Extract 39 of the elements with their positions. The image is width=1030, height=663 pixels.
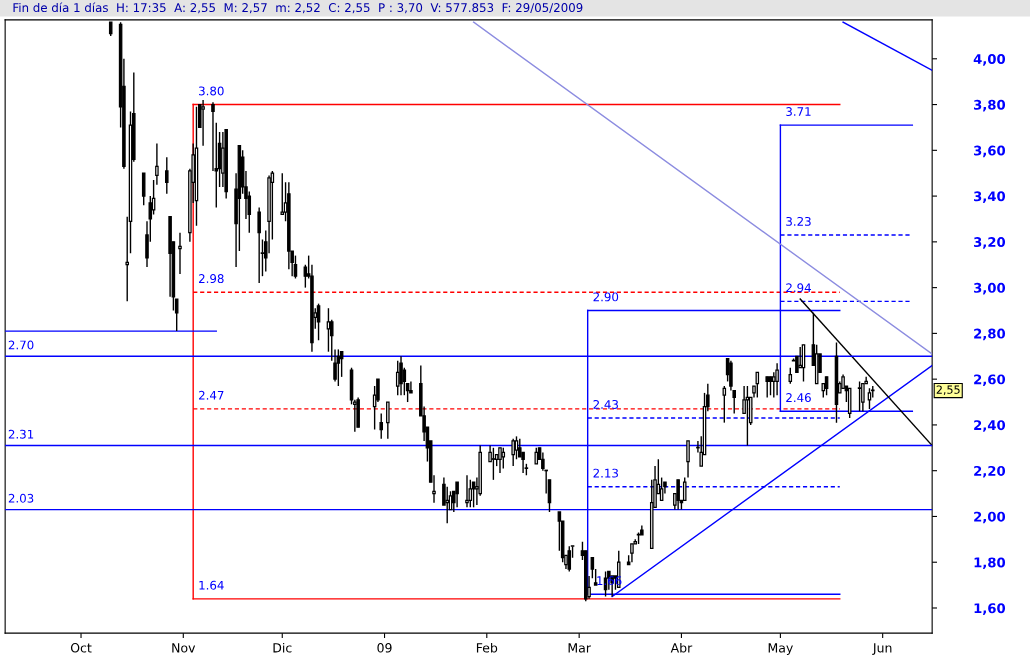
y-tick-label: 2,40 xyxy=(974,420,1006,432)
x-tick-label: Nov xyxy=(172,643,196,653)
annotation: 2.13 xyxy=(593,468,618,478)
y-tick-label: 1,60 xyxy=(974,603,1006,615)
x-tick-label: Oct xyxy=(70,643,92,653)
chart-title: Fin de día 1 días H: 17:35 A: 2,55 M: 2,57 m: 2,52 C: 2,55 P : 3,70 V: 577.853 F: 29/05/2009 xyxy=(13,2,583,14)
annotation: 2.47 xyxy=(199,390,224,400)
y-tick-label: 1,80 xyxy=(974,557,1006,570)
annotation: 2.98 xyxy=(199,274,224,284)
y-tick-label: 2,60 xyxy=(974,374,1006,387)
annotation: 3.71 xyxy=(786,107,811,116)
annotation: 2.46 xyxy=(786,393,811,403)
y-tick-label: 3,60 xyxy=(974,145,1006,158)
y-tick-label: 3,00 xyxy=(974,282,1006,295)
x-tick-label: Jun xyxy=(872,643,892,655)
x-tick-label: 09 xyxy=(377,643,392,653)
annotation: 1.64 xyxy=(199,580,224,590)
x-tick-label: Dic xyxy=(273,642,292,653)
y-tick-label: 3,80 xyxy=(974,99,1006,112)
y-tick-label: 2,20 xyxy=(974,465,1006,478)
ref-line-label: 2.31 xyxy=(8,429,34,439)
y-tick-label: 3,40 xyxy=(974,191,1006,203)
y-tick-label: 2,80 xyxy=(974,328,1006,341)
x-tick-label: May xyxy=(768,643,793,655)
annotation: 2.94 xyxy=(786,283,811,293)
ref-line-label: 2.03 xyxy=(8,493,34,503)
annotation: 2.43 xyxy=(593,399,618,409)
x-tick-label: Feb xyxy=(476,642,498,653)
x-tick-label: Abr xyxy=(670,642,693,653)
annotation: 2,55 xyxy=(936,385,960,395)
y-tick-label: 2,00 xyxy=(974,511,1006,524)
annotation: 2.90 xyxy=(593,292,619,302)
y-tick-label: 3,20 xyxy=(974,237,1006,249)
annotation: 3.23 xyxy=(786,216,811,226)
x-tick-label: Mar xyxy=(568,643,591,653)
annotation: 1.66 xyxy=(597,576,622,586)
annotation: 3.80 xyxy=(199,86,224,96)
y-tick-label: 4,00 xyxy=(973,54,1006,66)
ref-line-label: 2.70 xyxy=(8,340,34,350)
